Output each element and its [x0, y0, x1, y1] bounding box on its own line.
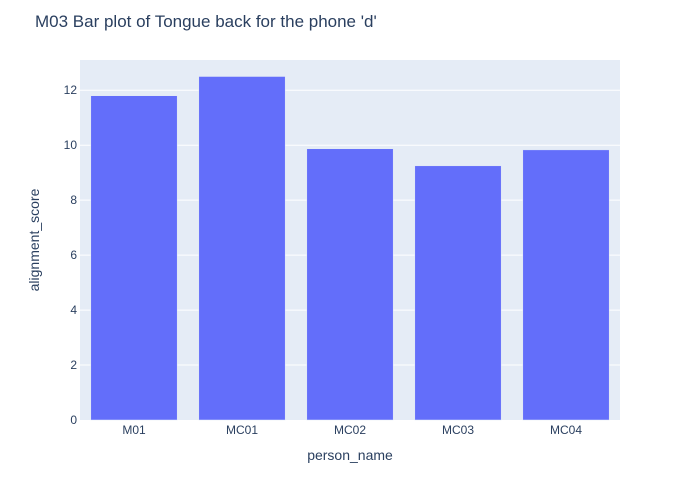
x-tick-label: MC04: [550, 423, 582, 437]
bar-mc04: [522, 149, 610, 421]
bar-mc03: [414, 165, 502, 421]
y-axis-title: alignment_score: [26, 188, 42, 291]
x-tick-label: MC01: [226, 423, 258, 437]
x-tick-label: M01: [122, 423, 146, 437]
y-tick-label: 12: [64, 83, 78, 97]
bar-mc01: [198, 76, 286, 421]
y-tick-label: 10: [64, 138, 78, 152]
x-tick-label: MC02: [334, 423, 366, 437]
bar-mc02: [306, 148, 394, 421]
bars: [90, 76, 610, 421]
y-tick-label: 4: [70, 303, 77, 317]
y-tick-label: 6: [70, 248, 77, 262]
y-tick-label: 0: [70, 413, 77, 427]
x-axis-title: person_name: [307, 447, 393, 463]
y-tick-labels: 0 2 4 6 8 10 12: [64, 83, 78, 427]
x-tick-label: MC03: [442, 423, 474, 437]
bar-m01: [90, 95, 178, 421]
chart-title: M03 Bar plot of Tongue back for the phon…: [35, 12, 377, 31]
x-tick-labels: M01 MC01 MC02 MC03 MC04: [122, 423, 582, 437]
y-tick-label: 8: [70, 193, 77, 207]
y-tick-label: 2: [70, 358, 77, 372]
